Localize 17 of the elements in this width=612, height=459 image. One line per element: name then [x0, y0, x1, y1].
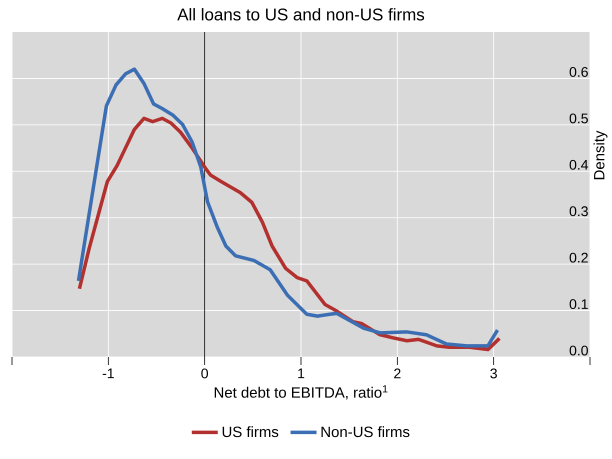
- y-tick-label: 0.5: [570, 113, 588, 124]
- legend-label: Non-US firms: [322, 426, 410, 438]
- x-axis-title: Net debt to EBITDA, ratio$^{1}$: [214, 385, 388, 400]
- legend-label: US firms: [222, 426, 278, 438]
- y-axis-title: Density: [594, 130, 608, 180]
- x-tick-label: 0: [201, 368, 208, 378]
- chart-title: All loans to US and non-US firms: [177, 8, 424, 21]
- y-tick-label: 0.0: [570, 346, 588, 356]
- x-tick-label: -1: [102, 368, 114, 378]
- y-tick-label: 0.2: [570, 252, 588, 263]
- y-tick-label: 0.3: [570, 206, 588, 216]
- x-tick-label: 1: [298, 368, 304, 378]
- x-tick-label: 3: [490, 368, 497, 378]
- y-tick-label: 0.4: [570, 160, 588, 170]
- y-tick-label: 0.1: [570, 299, 588, 310]
- y-tick-label: 0.6: [570, 67, 588, 77]
- x-tick-label: 2: [394, 368, 401, 378]
